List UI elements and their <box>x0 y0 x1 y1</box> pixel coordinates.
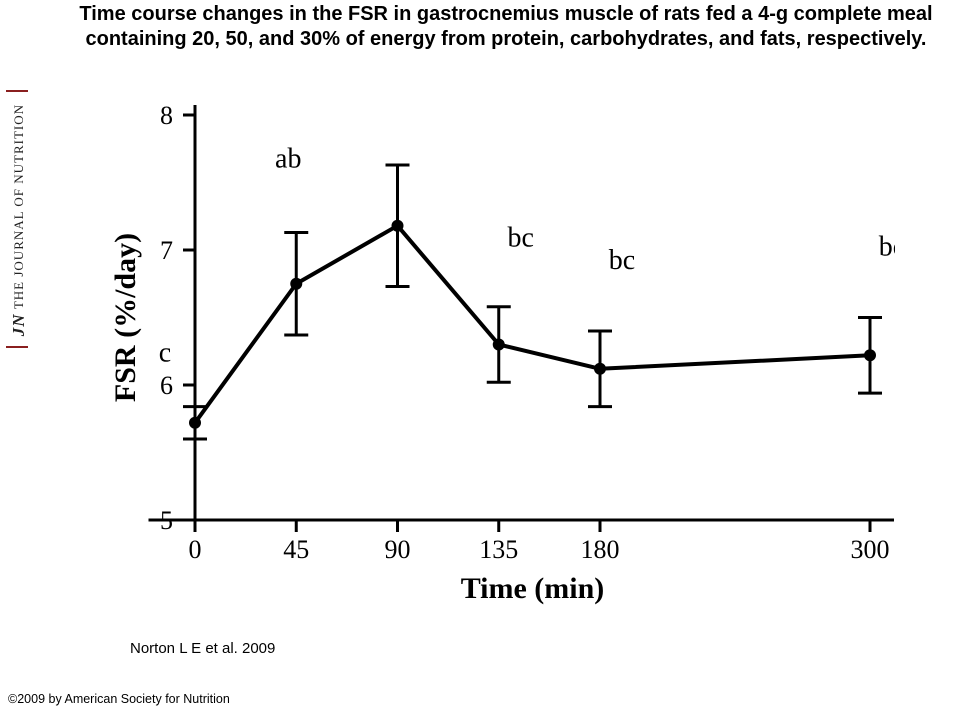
svg-text:8: 8 <box>160 105 173 130</box>
logo-text: JN THE JOURNAL OF NUTRITION <box>9 104 29 336</box>
figure-title: Time course changes in the FSR in gastro… <box>60 2 952 52</box>
figure-page: { "title": "Time course changes in the F… <box>0 0 960 711</box>
svg-text:c: c <box>159 338 171 369</box>
svg-text:FSR (%/day): FSR (%/day) <box>109 233 142 402</box>
chart-svg: 0 45 90 135 180 300 5 6 7 8 Time (min) FSR (%/day) c… <box>75 105 895 630</box>
svg-text:bc: bc <box>609 245 635 276</box>
copyright: ©2009 by American Society for Nutrition <box>8 692 230 706</box>
logo-rule-bottom <box>6 346 28 348</box>
svg-text:bc: bc <box>879 232 895 263</box>
svg-text:45: 45 <box>283 535 309 564</box>
svg-text:6: 6 <box>160 371 173 400</box>
logo-rule-top <box>6 90 28 92</box>
logo-initials: JN <box>9 313 28 336</box>
svg-text:7: 7 <box>160 236 173 265</box>
svg-text:0: 0 <box>189 535 202 564</box>
logo-rest: THE JOURNAL OF NUTRITION <box>11 104 26 309</box>
journal-logo: JN THE JOURNAL OF NUTRITION <box>6 90 36 410</box>
svg-text:bc: bc <box>508 223 534 254</box>
svg-text:300: 300 <box>851 535 890 564</box>
fsr-line-chart: 0 45 90 135 180 300 5 6 7 8 Time (min) FSR (%/day) c… <box>75 105 895 630</box>
svg-text:135: 135 <box>479 535 518 564</box>
citation: Norton L E et al. 2009 <box>130 640 275 657</box>
svg-text:Time (min): Time (min) <box>461 572 605 605</box>
svg-text:90: 90 <box>385 535 411 564</box>
svg-text:ab: ab <box>275 143 301 174</box>
svg-text:180: 180 <box>581 535 620 564</box>
svg-text:5: 5 <box>160 506 173 535</box>
